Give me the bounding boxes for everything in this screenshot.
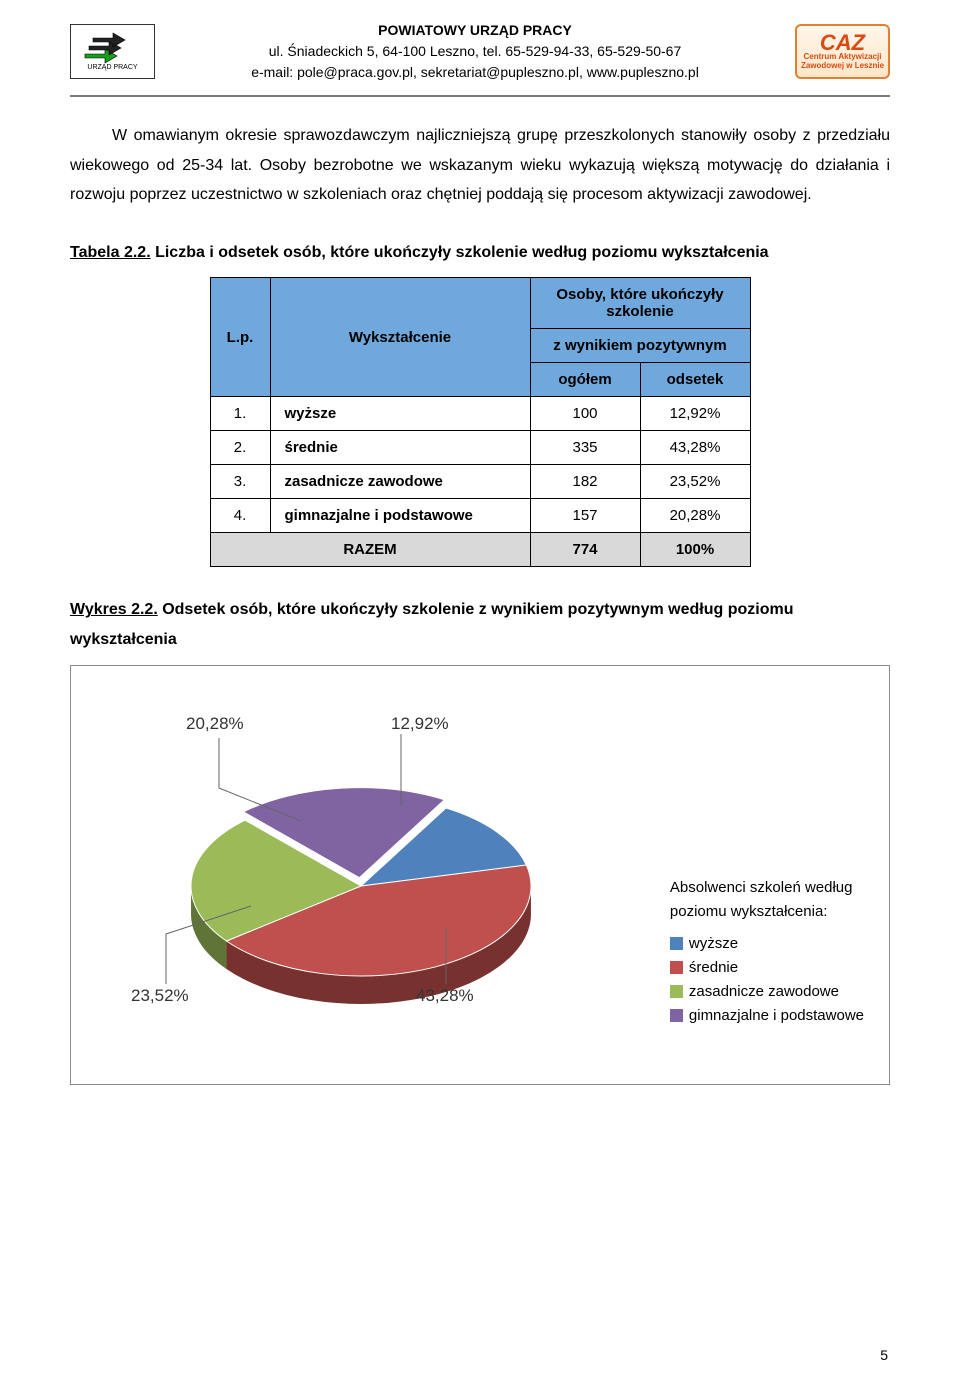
cell-label: wyższe <box>270 397 530 431</box>
legend-swatch <box>670 961 683 974</box>
education-table: L.p. Wykształcenie Osoby, które ukończył… <box>210 277 751 567</box>
intro-text: W omawianym okresie sprawozdawczym najli… <box>70 127 890 203</box>
th-group: Osoby, które ukończyły szkolenie <box>530 278 750 329</box>
cell-pct: 20,28% <box>640 499 750 533</box>
legend-swatch <box>670 985 683 998</box>
page-header: URZĄD PRACY POWIATOWY URZĄD PRACY ul. Śn… <box>70 20 890 91</box>
header-rule <box>70 95 890 97</box>
th-ogolem: ogółem <box>530 363 640 397</box>
cell-pct: 23,52% <box>640 465 750 499</box>
logo-right-small1: Centrum Aktywizacji <box>804 52 882 61</box>
cell-count: 335 <box>530 431 640 465</box>
legend-label: wyższe <box>689 932 738 956</box>
cell-label: średnie <box>270 431 530 465</box>
intro-paragraph: W omawianym okresie sprawozdawczym najli… <box>70 121 890 210</box>
table-row: 3.zasadnicze zawodowe18223,52% <box>210 465 750 499</box>
cell-total-count: 774 <box>530 533 640 567</box>
cell-total-pct: 100% <box>640 533 750 567</box>
header-line3: e-mail: pole@praca.gov.pl, sekretariat@p… <box>165 62 785 83</box>
table-row: 4.gimnazjalne i podstawowe15720,28% <box>210 499 750 533</box>
legend-item: wyższe <box>670 932 864 956</box>
table-row: 2.średnie33543,28% <box>210 431 750 465</box>
legend-swatch <box>670 937 683 950</box>
legend: Absolwenci szkoleń według poziomu wykszt… <box>670 876 864 1028</box>
cell-count: 182 <box>530 465 640 499</box>
logo-right-small2: Zawodowej w Lesznie <box>801 61 884 70</box>
cell-n: 1. <box>210 397 270 431</box>
cell-count: 157 <box>530 499 640 533</box>
chart-caption-prefix: Wykres 2.2. <box>70 601 158 618</box>
table-caption: Tabela 2.2. Liczba i odsetek osób, które… <box>70 238 890 268</box>
legend-label: zasadnicze zawodowe <box>689 980 839 1004</box>
cell-total-label: RAZEM <box>210 533 530 567</box>
header-text: POWIATOWY URZĄD PRACY ul. Śniadeckich 5,… <box>165 20 785 83</box>
logo-left-caption: URZĄD PRACY <box>87 64 137 71</box>
pie-chart: 20,28% 12,92% 23,52% 43,28% Absolwenci s… <box>70 665 890 1085</box>
cell-pct: 12,92% <box>640 397 750 431</box>
legend-item: średnie <box>670 956 864 980</box>
chart-caption-rest: Odsetek osób, które ukończyły szkolenie … <box>70 601 793 648</box>
legend-swatch <box>670 1009 683 1022</box>
table-row: 1.wyższe10012,92% <box>210 397 750 431</box>
cell-n: 3. <box>210 465 270 499</box>
cell-pct: 43,28% <box>640 431 750 465</box>
legend-item: zasadnicze zawodowe <box>670 980 864 1004</box>
header-title: POWIATOWY URZĄD PRACY <box>165 20 785 41</box>
logo-right: CAZ Centrum Aktywizacji Zawodowej w Lesz… <box>795 24 890 79</box>
legend-item: gimnazjalne i podstawowe <box>670 1004 864 1028</box>
header-line2: ul. Śniadeckich 5, 64-100 Leszno, tel. 6… <box>165 41 785 62</box>
chart-caption: Wykres 2.2. Odsetek osób, które ukończył… <box>70 595 890 654</box>
table-body: 1.wyższe10012,92%2.średnie33543,28%3.zas… <box>210 397 750 567</box>
page-number: 5 <box>880 1347 888 1363</box>
table-caption-prefix: Tabela 2.2. <box>70 244 151 261</box>
cell-label: zasadnicze zawodowe <box>270 465 530 499</box>
cell-label: gimnazjalne i podstawowe <box>270 499 530 533</box>
legend-label: gimnazjalne i podstawowe <box>689 1004 864 1028</box>
leader-lines <box>71 666 611 1066</box>
th-sub: z wynikiem pozytywnym <box>530 329 750 363</box>
th-lp: L.p. <box>210 278 270 397</box>
cell-n: 4. <box>210 499 270 533</box>
cell-n: 2. <box>210 431 270 465</box>
table-row-total: RAZEM774100% <box>210 533 750 567</box>
legend-label: średnie <box>689 956 738 980</box>
logo-right-big: CAZ <box>820 33 865 53</box>
table-caption-rest: Liczba i odsetek osób, które ukończyły s… <box>151 244 769 261</box>
logo-left: URZĄD PRACY <box>70 24 155 79</box>
legend-title: Absolwenci szkoleń według poziomu wykszt… <box>670 876 864 924</box>
th-odsetek: odsetek <box>640 363 750 397</box>
cell-count: 100 <box>530 397 640 431</box>
th-wyk: Wykształcenie <box>270 278 530 397</box>
